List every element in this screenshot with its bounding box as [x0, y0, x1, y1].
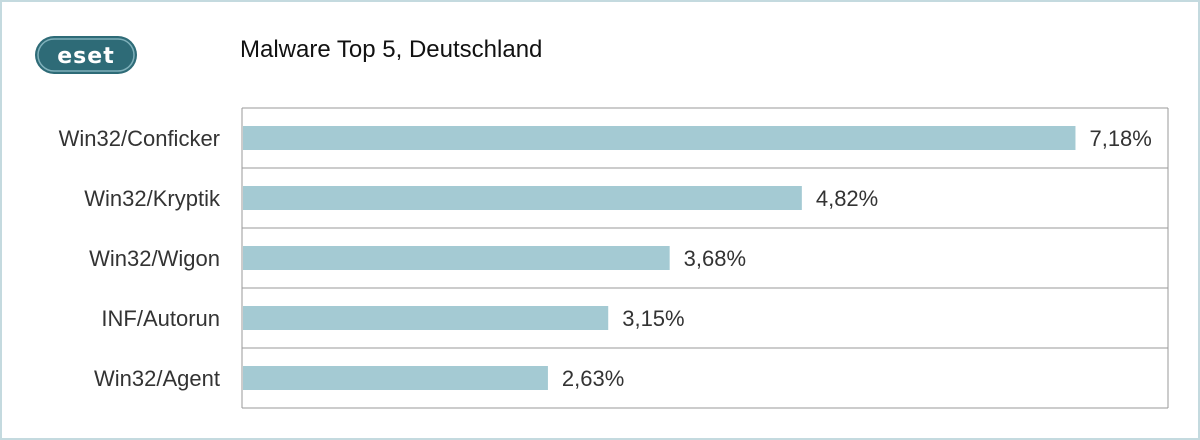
bar [243, 126, 1076, 150]
value-label: 4,82% [816, 186, 878, 211]
value-label: 3,68% [684, 246, 746, 271]
bar [243, 306, 609, 330]
svg-text:eset: eset [57, 44, 114, 69]
category-label: Win32/Agent [94, 366, 220, 391]
bar [243, 186, 802, 210]
category-label: Win32/Kryptik [84, 186, 221, 211]
value-label: 2,63% [562, 366, 624, 391]
value-label: 7,18% [1089, 126, 1151, 151]
eset-logo: eset [35, 36, 137, 74]
chart-title: Malware Top 5, Deutschland [240, 36, 543, 63]
category-label: Win32/Wigon [89, 246, 220, 271]
value-label: 3,15% [622, 306, 684, 331]
bar [243, 366, 548, 390]
category-label: Win32/Conficker [59, 126, 220, 151]
bar [243, 246, 670, 270]
category-label: INF/Autorun [101, 306, 220, 331]
